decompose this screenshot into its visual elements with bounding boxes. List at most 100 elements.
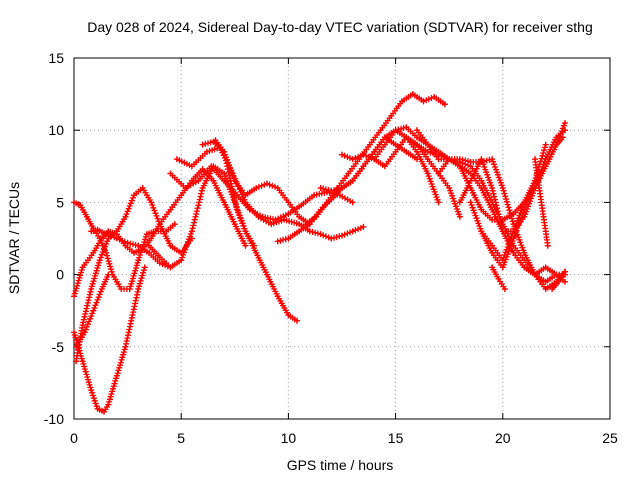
data-point: [543, 264, 549, 270]
y-tick-label: 15: [48, 50, 64, 66]
data-point: [313, 214, 319, 220]
data-point: [350, 156, 356, 162]
series-track-24: [531, 155, 551, 249]
data-point: [553, 134, 559, 140]
data-point: [285, 211, 291, 217]
data-point: [511, 228, 516, 234]
data-point: [142, 264, 148, 270]
data-point: [144, 231, 150, 237]
data-point: [183, 185, 188, 191]
data-point: [382, 163, 388, 169]
data-point: [97, 257, 103, 263]
series-track-09: [167, 163, 356, 223]
data-point: [195, 178, 201, 184]
data-point: [129, 315, 135, 321]
data-point: [324, 199, 330, 205]
data-point: [367, 142, 373, 148]
data-point: [232, 221, 238, 227]
data-point: [318, 231, 324, 237]
data-point: [247, 207, 253, 213]
data-point: [71, 329, 77, 335]
data-point: [88, 286, 94, 292]
data-point: [77, 202, 83, 208]
data-point: [296, 214, 302, 220]
data-point: [371, 156, 377, 162]
data-point: [97, 236, 103, 241]
data-point: [80, 322, 86, 328]
data-point: [80, 264, 86, 270]
data-point: [200, 142, 206, 148]
grid-lines: [74, 58, 610, 419]
data-point: [73, 344, 79, 350]
data-point: [436, 156, 441, 162]
data-point: [425, 142, 431, 148]
series-track-18: [413, 127, 569, 285]
data-point: [114, 373, 120, 379]
data-point: [318, 185, 324, 191]
data-point: [146, 243, 152, 249]
data-point: [393, 142, 399, 148]
data-point: [268, 221, 274, 227]
x-tick-label: 25: [602, 430, 618, 446]
data-point: [360, 163, 366, 169]
data-point: [414, 149, 420, 155]
data-point: [146, 250, 152, 256]
data-point: [502, 286, 508, 292]
data-point: [521, 264, 527, 270]
data-point: [468, 199, 474, 205]
data-point: [425, 171, 431, 176]
data-point: [99, 286, 105, 292]
data-point: [135, 243, 141, 249]
series-track-16: [371, 124, 569, 293]
data-point: [337, 192, 343, 198]
data-point: [168, 171, 173, 176]
data-point: [125, 240, 131, 246]
series-track-05: [72, 271, 112, 350]
data-point: [562, 127, 568, 133]
data-point: [543, 279, 549, 285]
data-point: [135, 286, 141, 292]
data-point: [457, 156, 463, 162]
data-point: [103, 250, 109, 256]
data-point: [131, 250, 137, 256]
data-point: [543, 163, 549, 169]
data-point: [350, 228, 356, 234]
data-point: [148, 199, 154, 205]
data-point: [178, 192, 184, 198]
data-point: [350, 178, 356, 184]
data-point: [496, 276, 501, 282]
data-point: [382, 142, 388, 148]
series-track-15: [338, 134, 464, 220]
data-point: [468, 159, 474, 165]
data-point: [251, 243, 257, 249]
y-tick-label: 10: [48, 122, 64, 138]
data-point: [553, 272, 559, 278]
data-point: [393, 149, 399, 155]
data-point: [489, 264, 495, 270]
data-point: [204, 149, 210, 155]
data-point: [345, 171, 351, 176]
data-point: [521, 250, 527, 256]
data-point: [178, 257, 184, 263]
data-point: [328, 188, 334, 194]
data-point: [234, 207, 240, 213]
data-point: [425, 149, 431, 155]
data-point: [103, 231, 109, 237]
data-point: [73, 358, 79, 364]
plot-frame: [73, 57, 611, 420]
data-point: [71, 293, 77, 299]
data-point: [123, 344, 128, 350]
data-point: [253, 185, 259, 191]
data-point: [294, 318, 300, 324]
data-point: [135, 257, 141, 263]
data-point: [148, 236, 154, 241]
y-tick-label: -10: [44, 411, 64, 427]
x-tick-label: 10: [281, 430, 297, 446]
data-point: [500, 185, 506, 191]
data-point: [500, 264, 506, 270]
data-point: [468, 178, 474, 184]
data-point: [532, 272, 538, 278]
data-point: [457, 214, 463, 220]
series-track-06: [88, 226, 174, 271]
data-point: [442, 101, 448, 107]
